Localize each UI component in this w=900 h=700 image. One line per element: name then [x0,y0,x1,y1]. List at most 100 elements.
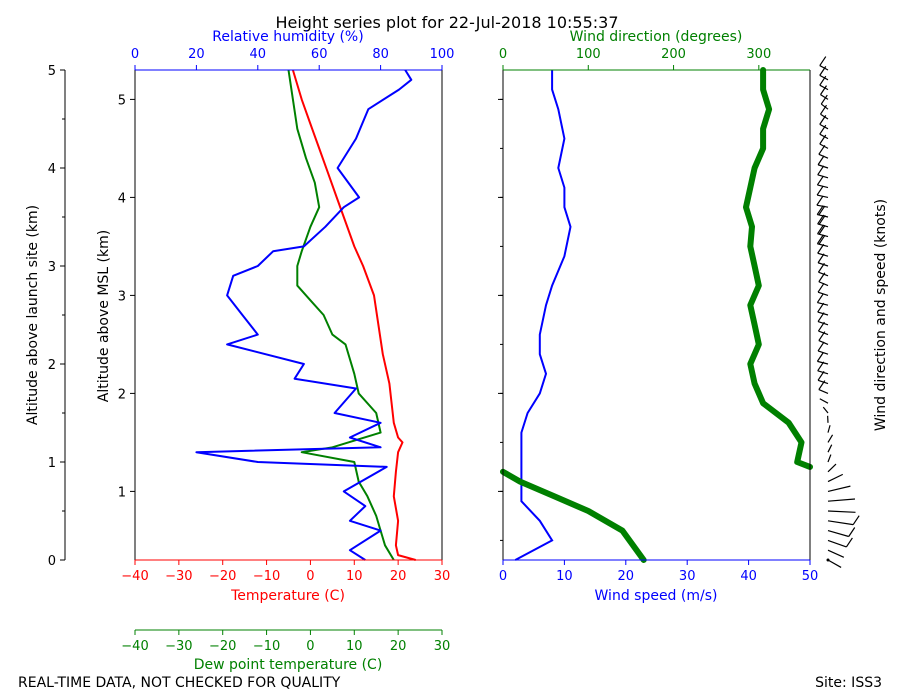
dew-tick-label: −20 [209,639,236,654]
wind-barb [827,549,845,558]
wind-barb [827,515,860,526]
temp-tick-label: −40 [121,569,148,584]
dew-tick-label: 0 [306,639,314,654]
dew-tick-label: −10 [253,639,280,654]
wind-barb [817,361,829,375]
launch-tick-label: 2 [48,358,56,373]
speed-tick-label: 0 [499,569,507,584]
wind-barb [817,302,829,316]
launch-tick-label: 0 [48,554,56,569]
wind-barb [817,165,829,179]
rh-profile-line [195,69,413,561]
wind-barb [827,444,833,453]
temp-tick-label: 30 [434,569,451,584]
wind-barb [822,406,829,414]
wind-barb [816,352,829,365]
wind-barb [816,185,829,198]
wind-barb [827,425,831,433]
wind-barb [827,434,834,443]
rh-tick-label: 0 [131,47,139,62]
msl-tick-label: 2 [118,387,126,402]
direction-tick-label: 300 [746,47,771,62]
wind-barb [817,243,829,257]
wind-barb [827,485,851,492]
wind-barb [827,454,832,463]
wind-barb [817,224,829,238]
wind-barb [827,537,853,548]
wind-direction-line [500,468,647,563]
temperature-axis-label: Temperature (C) [230,588,345,604]
wind-barb [819,398,829,404]
wind-barb [817,155,829,169]
speed-tick-label: 50 [802,569,819,584]
wind-barb [819,115,829,130]
dew-tick-label: 10 [346,639,363,654]
temp-tick-label: 0 [306,569,314,584]
wind-barbs-panel [816,56,860,568]
wind-panel: 0 10 20 30 40 50 0 100 200 300 [498,47,818,584]
wind-barb [827,498,856,502]
wind-barb [826,558,842,568]
wind-barb [820,94,829,110]
launch-tick-label: 1 [48,456,56,471]
speed-axis-label: Wind speed (m/s) [595,588,718,604]
page-title: Height series plot for 22-Jul-2018 10:55… [275,13,618,32]
barbs-axis-label: Wind direction and speed (knots) [873,199,889,431]
wind-barb [816,234,829,247]
speed-tick-label: 10 [556,569,573,584]
temp-tick-label: 10 [346,569,363,584]
msl-tick-label: 5 [118,93,126,108]
wind-barb [827,473,844,483]
dew-tick-label: −40 [121,639,148,654]
rh-tick-label: 20 [188,47,205,62]
wind-barb [817,341,829,355]
msl-tick-label: 4 [118,191,126,206]
msl-tick-label: 1 [118,485,126,500]
wind-barb [816,293,829,306]
wind-barb [816,205,829,218]
wind-barb [819,56,829,71]
dew-tick-label: 30 [434,639,451,654]
launch-tick-label: 3 [48,260,56,275]
temp-tick-label: −20 [209,569,236,584]
rh-tick-label: 60 [311,47,328,62]
dew-profile-line [287,69,395,561]
temp-tick-label: 20 [390,569,407,584]
launch-site-axis: 0 1 2 3 4 5 [48,64,66,569]
direction-tick-label: 100 [576,47,601,62]
wind-barb [820,85,829,100]
wind-barb [816,175,829,189]
rh-axis-label: Relative humidity (%) [212,29,363,45]
direction-tick-label: 0 [499,47,507,62]
quality-disclaimer: REAL-TIME DATA, NOT CHECKED FOR QUALITY [18,675,341,691]
thermo-plot-area [135,70,442,560]
thermo-panel: 1 2 3 4 5 −40 −30 −20 −10 0 10 20 30 −40 −30 −20 −10 0 10 2… [118,47,455,654]
temp-tick-label: −10 [253,569,280,584]
speed-tick-label: 20 [618,569,635,584]
speed-tick-label: 40 [740,569,757,584]
wind-barb [820,104,829,120]
launch-axis-label: Altitude above launch site (km) [25,205,41,425]
dew-tick-label: 20 [390,639,407,654]
rh-tick-label: 100 [430,47,455,62]
temp-tick-label: −30 [165,569,192,584]
wind-barb [817,282,829,296]
msl-tick-label: 3 [118,289,126,304]
direction-tick-label: 200 [661,47,686,62]
rh-tick-label: 40 [250,47,267,62]
speed-tick-label: 30 [679,569,696,584]
site-label: Site: ISS3 [815,675,882,691]
msl-axis-label: Altitude above MSL (km) [96,230,112,402]
direction-axis-label: Wind direction (degrees) [570,29,743,45]
wind-barb [827,463,837,473]
wind-barb [816,195,829,208]
wind-direction-line [743,67,813,470]
rh-tick-label: 80 [372,47,389,62]
launch-tick-label: 5 [48,64,56,79]
dewpoint-axis-label: Dew point temperature (C) [194,657,383,673]
temp-profile-line [291,69,416,561]
launch-tick-label: 4 [48,162,56,177]
wind-barb [817,214,829,228]
wind-barb [827,527,856,538]
